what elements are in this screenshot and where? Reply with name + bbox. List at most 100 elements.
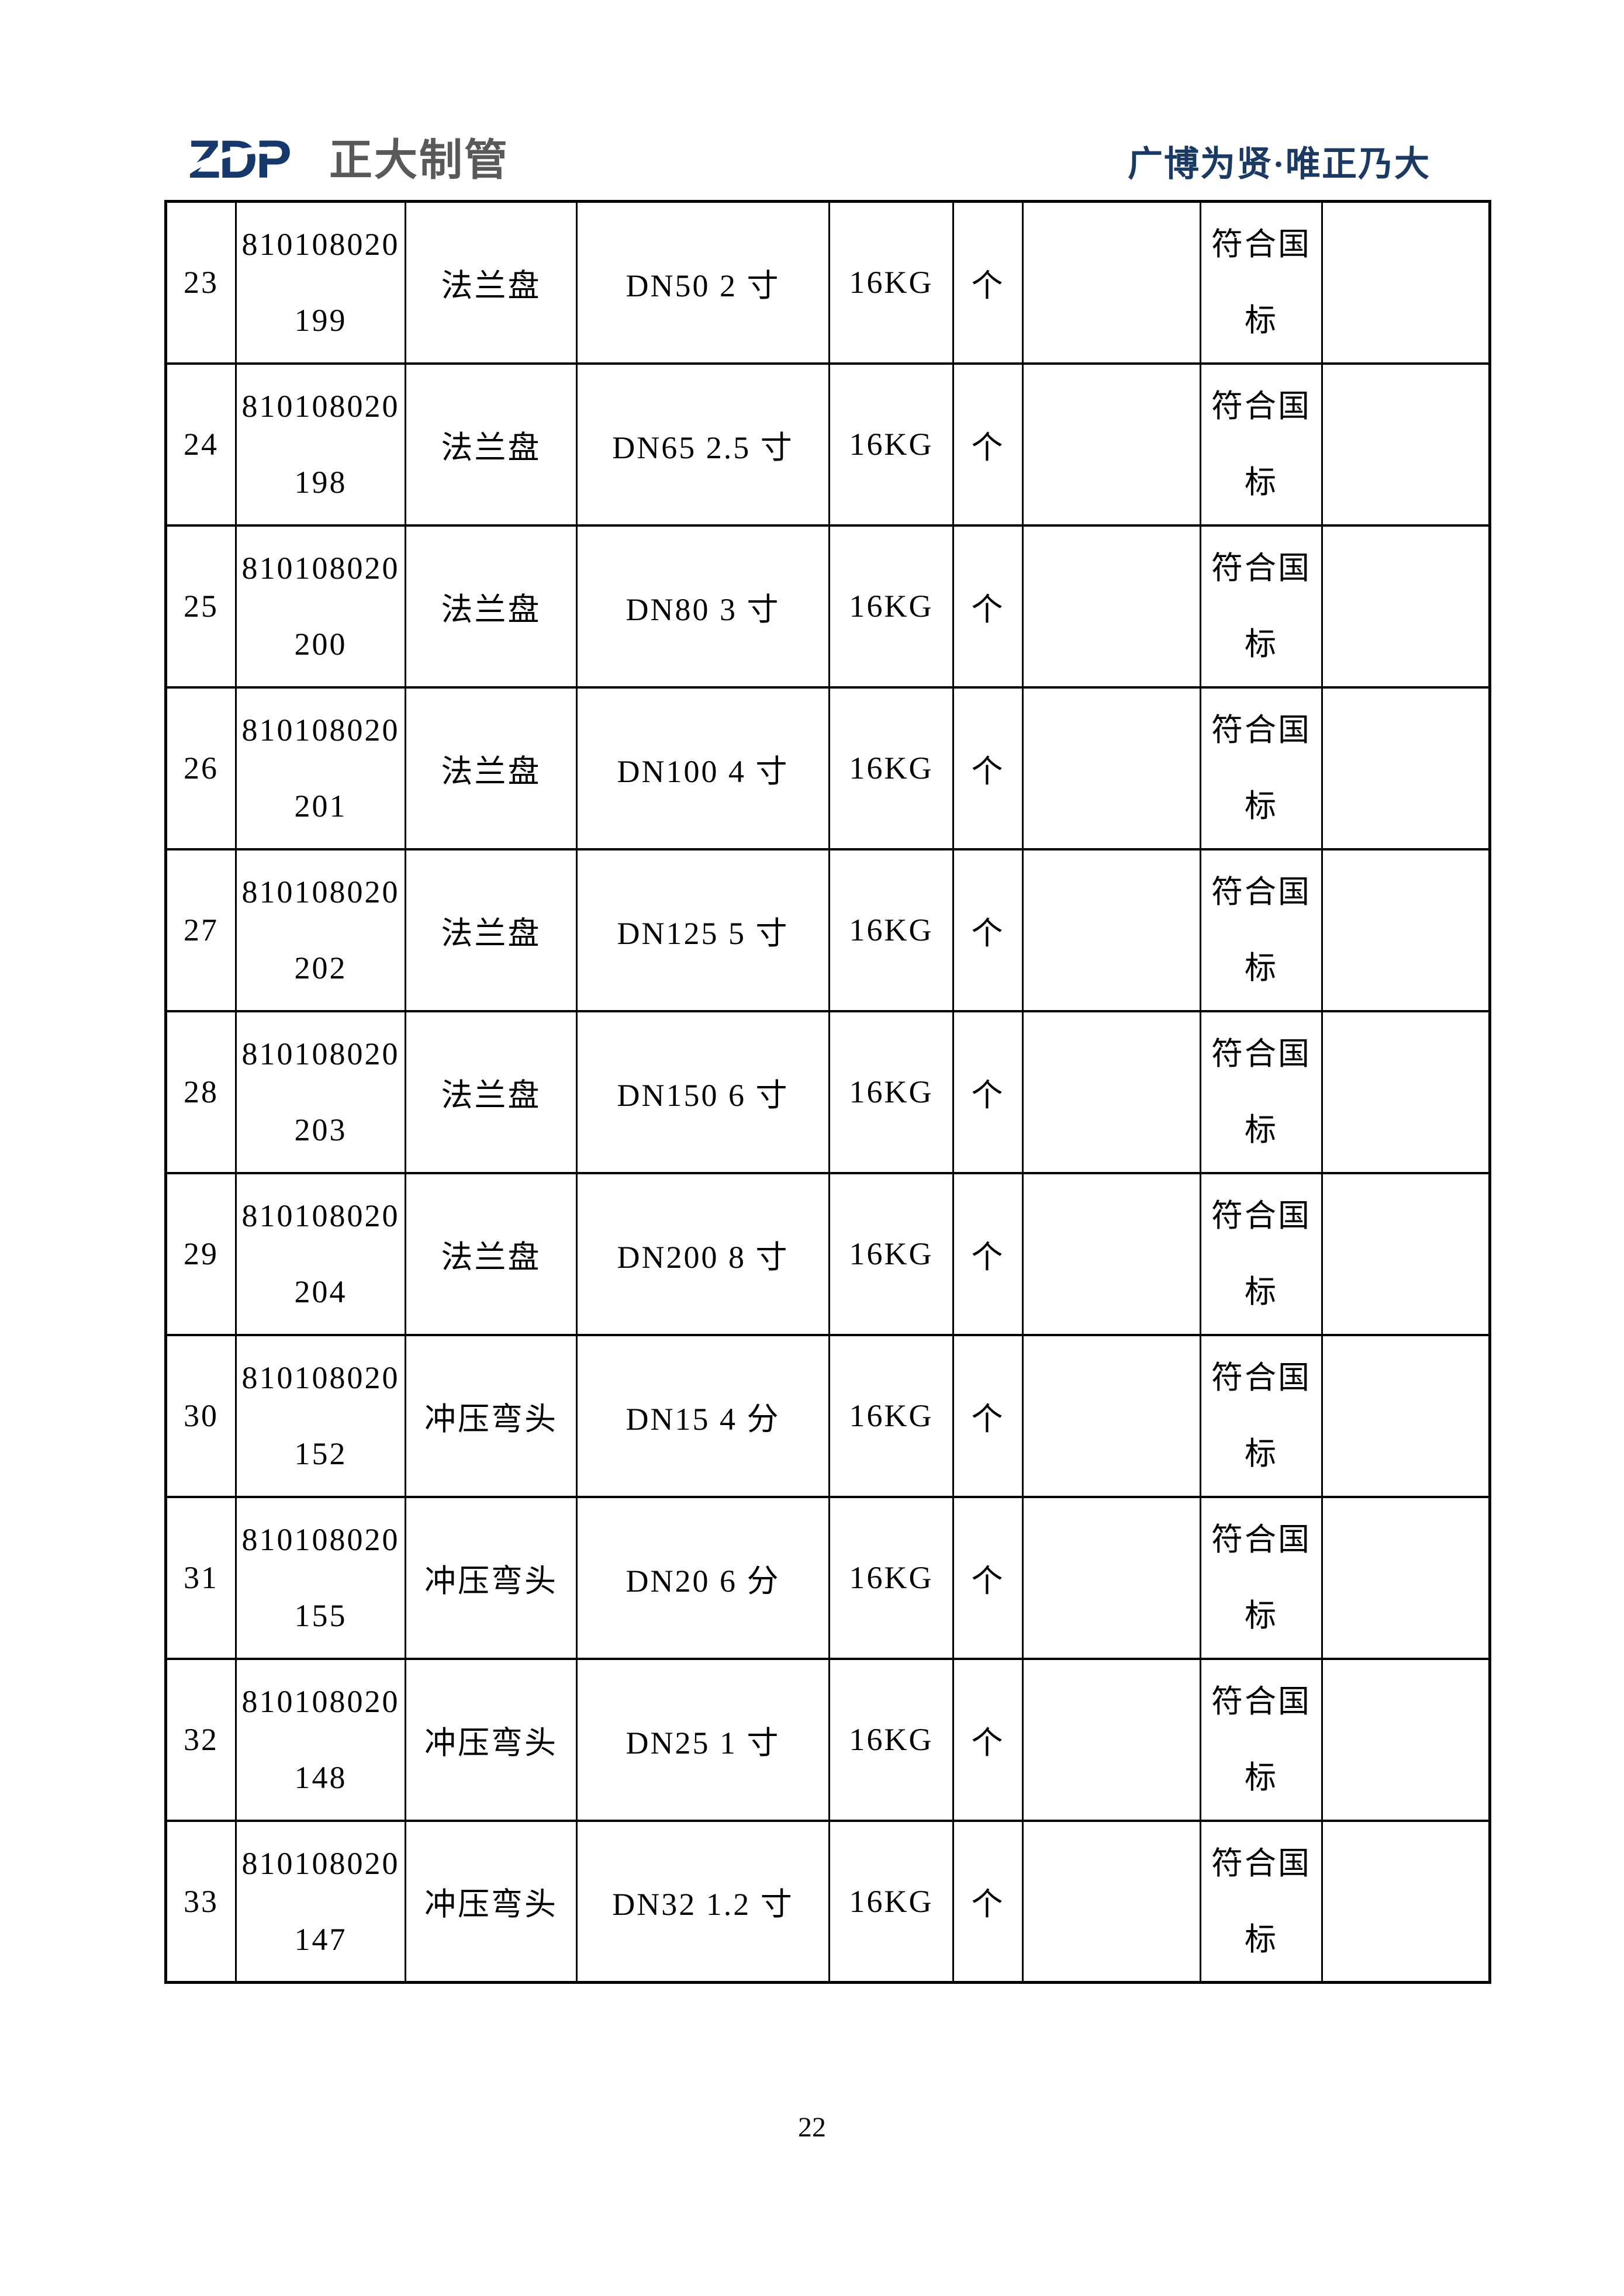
remark-line2: 标 <box>1245 1274 1278 1309</box>
items-table-body: 23 810108020 199 法兰盘 DN50 2 寸 16KG 个 符合国… <box>165 200 1491 1984</box>
remark-line2: 标 <box>1245 1760 1278 1795</box>
cell-blank-1 <box>1022 1819 1201 1984</box>
cell-blank-2 <box>1321 1495 1491 1660</box>
table-row: 28 810108020 203 法兰盘 DN150 6 寸 16KG 个 符合… <box>165 1009 1491 1174</box>
material-code-line2: 202 <box>294 950 347 986</box>
cell-blank-2 <box>1321 848 1491 1012</box>
table-row: 25 810108020 200 法兰盘 DN80 3 寸 16KG 个 符合国… <box>165 524 1491 689</box>
material-code-line1: 810108020 <box>241 1845 400 1881</box>
remark-line1: 符合国 <box>1211 1845 1311 1881</box>
cell-unit: 个 <box>952 524 1024 689</box>
logo-company-name: 正大制管 <box>329 136 509 184</box>
zdp-logo-icon: ZDP <box>190 133 292 187</box>
cell-blank-2 <box>1321 1333 1491 1498</box>
cell-pressure: 16KG <box>828 686 954 850</box>
cell-product-name: 法兰盘 <box>405 848 578 1012</box>
cell-blank-1 <box>1022 524 1201 689</box>
cell-remark: 符合国 标 <box>1200 686 1323 850</box>
table-row: 29 810108020 204 法兰盘 DN200 8 寸 16KG 个 符合… <box>165 1171 1491 1336</box>
table-row: 30 810108020 152 冲压弯头 DN15 4 分 16KG 个 符合… <box>165 1333 1491 1498</box>
cell-remark: 符合国 标 <box>1200 1333 1323 1498</box>
material-code-line1: 810108020 <box>241 1198 400 1233</box>
cell-unit: 个 <box>952 848 1024 1012</box>
cell-blank-1 <box>1022 1495 1201 1660</box>
cell-unit: 个 <box>952 1495 1024 1660</box>
cell-spec: DN200 8 寸 <box>576 1171 830 1336</box>
cell-remark: 符合国 标 <box>1200 1657 1323 1822</box>
material-code-line2: 199 <box>294 303 347 338</box>
material-code-line2: 198 <box>294 465 347 500</box>
cell-unit: 个 <box>952 1657 1024 1822</box>
remark-line1: 符合国 <box>1211 389 1311 424</box>
cell-product-name: 法兰盘 <box>405 686 578 850</box>
cell-blank-2 <box>1321 686 1491 850</box>
cell-pressure: 16KG <box>828 1009 954 1174</box>
remark-line1: 符合国 <box>1211 1360 1311 1395</box>
cell-pressure: 16KG <box>828 362 954 527</box>
header-slogan: 广博为贤·唯正乃大 <box>1127 145 1430 184</box>
remark-line2: 标 <box>1245 1598 1278 1633</box>
cell-product-name: 法兰盘 <box>405 362 578 527</box>
table-row: 23 810108020 199 法兰盘 DN50 2 寸 16KG 个 符合国… <box>165 200 1491 365</box>
remark-line2: 标 <box>1245 627 1278 662</box>
remark-line1: 符合国 <box>1211 1684 1311 1719</box>
remark-line2: 标 <box>1245 1112 1278 1147</box>
material-code-line1: 810108020 <box>241 1360 400 1395</box>
cell-blank-1 <box>1022 200 1201 365</box>
cell-remark: 符合国 标 <box>1200 1171 1323 1336</box>
material-code-line2: 200 <box>294 627 347 662</box>
cell-remark: 符合国 标 <box>1200 848 1323 1012</box>
cell-spec: DN125 5 寸 <box>576 848 830 1012</box>
cell-pressure: 16KG <box>828 848 954 1012</box>
remark-line1: 符合国 <box>1211 1522 1311 1557</box>
cell-row-number: 24 <box>165 362 237 527</box>
remark-line1: 符合国 <box>1211 227 1311 262</box>
remark-line2: 标 <box>1245 303 1278 338</box>
cell-blank-1 <box>1022 1009 1201 1174</box>
cell-pressure: 16KG <box>828 1171 954 1336</box>
cell-pressure: 16KG <box>828 1657 954 1822</box>
cell-material-code: 810108020 147 <box>235 1819 406 1984</box>
material-code-line1: 810108020 <box>241 1684 400 1719</box>
cell-spec: DN150 6 寸 <box>576 1009 830 1174</box>
cell-material-code: 810108020 202 <box>235 848 406 1012</box>
cell-row-number: 32 <box>165 1657 237 1822</box>
material-code-line1: 810108020 <box>241 389 400 424</box>
cell-pressure: 16KG <box>828 200 954 365</box>
material-code-line2: 203 <box>294 1112 347 1147</box>
cell-product-name: 法兰盘 <box>405 200 578 365</box>
cell-pressure: 16KG <box>828 1333 954 1498</box>
cell-product-name: 冲压弯头 <box>405 1819 578 1984</box>
cell-material-code: 810108020 203 <box>235 1009 406 1174</box>
cell-material-code: 810108020 155 <box>235 1495 406 1660</box>
cell-product-name: 法兰盘 <box>405 1009 578 1174</box>
material-code-line1: 810108020 <box>241 1036 400 1071</box>
cell-unit: 个 <box>952 362 1024 527</box>
cell-spec: DN65 2.5 寸 <box>576 362 830 527</box>
cell-spec: DN100 4 寸 <box>576 686 830 850</box>
cell-row-number: 26 <box>165 686 237 850</box>
cell-spec: DN15 4 分 <box>576 1333 830 1498</box>
material-code-line2: 148 <box>294 1760 347 1795</box>
cell-material-code: 810108020 198 <box>235 362 406 527</box>
material-code-line2: 204 <box>294 1274 347 1309</box>
cell-product-name: 冲压弯头 <box>405 1333 578 1498</box>
material-code-line2: 147 <box>294 1921 347 1957</box>
table-row: 27 810108020 202 法兰盘 DN125 5 寸 16KG 个 符合… <box>165 848 1491 1012</box>
cell-spec: DN20 6 分 <box>576 1495 830 1660</box>
cell-blank-2 <box>1321 362 1491 527</box>
cell-unit: 个 <box>952 1333 1024 1498</box>
cell-row-number: 30 <box>165 1333 237 1498</box>
cell-blank-2 <box>1321 1009 1491 1174</box>
cell-material-code: 810108020 148 <box>235 1657 406 1822</box>
remark-line2: 标 <box>1245 1921 1278 1957</box>
remark-line1: 符合国 <box>1211 1198 1311 1233</box>
cell-material-code: 810108020 152 <box>235 1333 406 1498</box>
cell-row-number: 31 <box>165 1495 237 1660</box>
page-number: 22 <box>798 2112 826 2143</box>
items-table: 23 810108020 199 法兰盘 DN50 2 寸 16KG 个 符合国… <box>164 200 1491 1984</box>
cell-unit: 个 <box>952 1819 1024 1984</box>
remark-line1: 符合国 <box>1211 1036 1311 1071</box>
cell-unit: 个 <box>952 200 1024 365</box>
